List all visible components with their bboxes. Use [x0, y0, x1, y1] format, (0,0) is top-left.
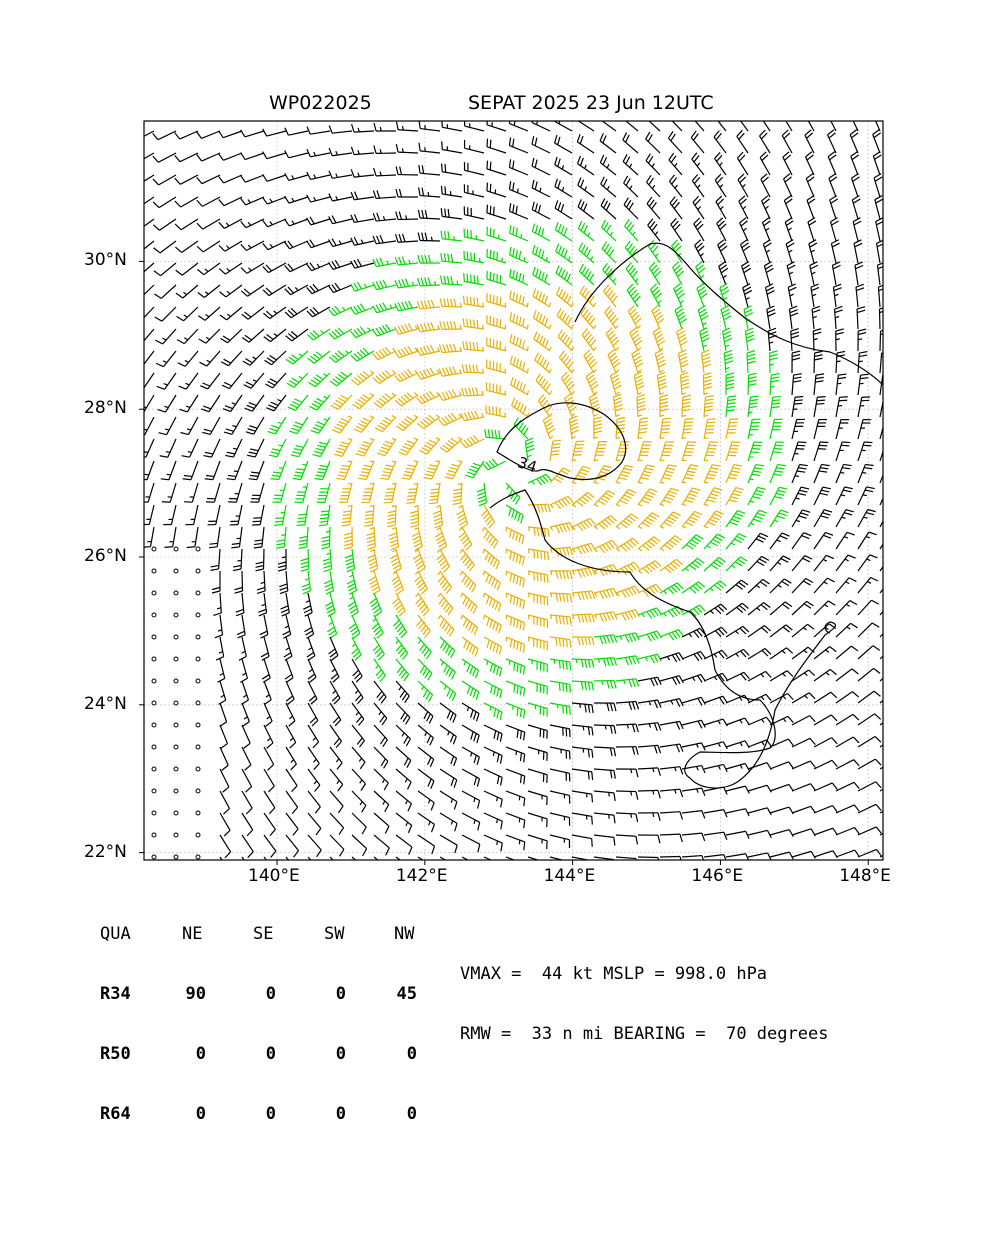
row-label: R64	[100, 1104, 131, 1124]
value-nw: 0	[390, 1104, 417, 1124]
radii-row-r50: R50 0 0 0 0	[100, 1044, 141, 1064]
lon-tick-label: 144°E	[544, 866, 596, 886]
radii-row-r64: R64 0 0 0 0	[100, 1104, 141, 1124]
value-sw: 0	[324, 1104, 346, 1124]
value-se: 0	[254, 984, 276, 1004]
header-se: SE	[253, 924, 273, 944]
value-nw: 0	[390, 1044, 417, 1064]
lon-tick-label: 148°E	[839, 866, 891, 886]
radii-row-r34: R34 90 0 0 45	[100, 984, 141, 1004]
header-sw: SW	[324, 924, 344, 944]
wind-radii-table: QUA NE SE SW NW R34 90 0 0 45 R50 0 0 0 …	[100, 884, 141, 1144]
value-ne: 0	[182, 1104, 206, 1124]
lat-tick-label: 30°N	[84, 250, 127, 270]
lon-tick-label: 142°E	[396, 866, 448, 886]
value-se: 0	[254, 1044, 276, 1064]
header-nw: NW	[394, 924, 414, 944]
lon-tick-label: 146°E	[691, 866, 743, 886]
wind-barb-map: 34	[0, 0, 1000, 880]
value-sw: 0	[324, 1044, 346, 1064]
value-sw: 0	[324, 984, 346, 1004]
lat-tick-label: 24°N	[84, 694, 127, 714]
radii-header-row: QUA NE SE SW NW	[100, 924, 141, 944]
storm-stats: VMAX = 44 kt MSLP = 998.0 hPa RMW = 33 n…	[460, 924, 828, 1064]
value-ne: 90	[182, 984, 206, 1004]
rmw-bearing-line: RMW = 33 n mi BEARING = 70 degrees	[460, 1024, 828, 1044]
value-nw: 45	[390, 984, 417, 1004]
header-ne: NE	[182, 924, 202, 944]
lon-tick-label: 140°E	[248, 866, 300, 886]
lat-tick-label: 22°N	[84, 842, 127, 862]
lat-tick-label: 26°N	[84, 546, 127, 566]
lat-tick-label: 28°N	[84, 398, 127, 418]
row-label: R34	[100, 984, 131, 1004]
row-label: R50	[100, 1044, 131, 1064]
value-se: 0	[254, 1104, 276, 1124]
value-ne: 0	[182, 1044, 206, 1064]
vmax-mslp-line: VMAX = 44 kt MSLP = 998.0 hPa	[460, 964, 828, 984]
header-qua: QUA	[100, 924, 131, 944]
